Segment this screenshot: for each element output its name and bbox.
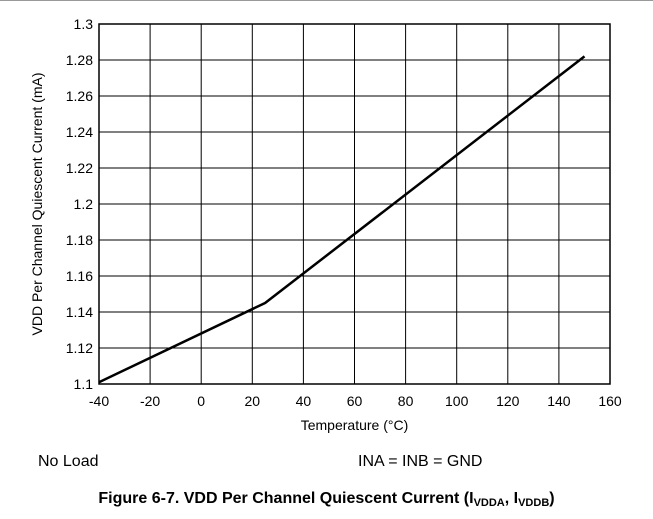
y-tick-label: 1.22 [66,160,93,176]
y-tick-labels: 1.1 1.12 1.14 1.16 1.18 1.2 1.22 1.24 1.26 1.28 1.… [66,16,93,392]
x-axis-title: Temperature (°C) [301,417,409,433]
grid [99,24,610,384]
caption-close: ) [549,490,555,507]
y-tick-label: 1.16 [66,268,93,284]
series-layer [98,55,586,384]
top-rule [0,0,653,1]
y-tick-label: 1.14 [66,304,93,320]
x-tick-labels: -40 -20 0 20 40 60 80 100 120 140 160 [89,393,622,409]
x-tick-label: 0 [197,393,205,409]
y-tick-label: 1.28 [66,52,93,68]
x-tick-label: -20 [140,393,160,409]
x-tick-label: 60 [347,393,363,409]
x-tick-label: 40 [296,393,312,409]
plot-frame [98,23,611,385]
x-tick-label: -40 [89,393,109,409]
y-tick-label: 1.3 [74,16,94,32]
caption-subscript-vdda: VDDA [473,497,505,509]
x-tick-label: 140 [547,393,571,409]
y-axis-title: VDD Per Channel Quiescent Current (mA) [29,73,45,336]
x-tick-label: 80 [398,393,414,409]
y-tick-label: 1.1 [74,376,94,392]
caption-text: Figure 6-7. VDD Per Channel Quiescent Cu… [98,490,474,507]
y-tick-label: 1.18 [66,232,93,248]
x-tick-label: 160 [598,393,622,409]
note-inputs-grounded: INA = INB = GND [358,453,483,470]
y-tick-label: 1.12 [66,340,93,356]
y-tick-label: 1.26 [66,88,93,104]
x-tick-label: 120 [496,393,520,409]
x-tick-label: 100 [445,393,469,409]
note-no-load: No Load [38,453,99,470]
caption-subscript-vddb: VDDB [518,497,550,509]
chart: 1.1 1.12 1.14 1.16 1.18 1.2 1.22 1.24 1.26 1.28 1.… [29,16,622,433]
series-line [98,55,586,384]
y-tick-label: 1.2 [74,196,94,212]
y-tick-label: 1.24 [66,124,93,140]
x-tick-label: 20 [245,393,261,409]
figure-caption: Figure 6-7. VDD Per Channel Quiescent Cu… [0,490,653,509]
caption-separator: , I [504,490,519,507]
